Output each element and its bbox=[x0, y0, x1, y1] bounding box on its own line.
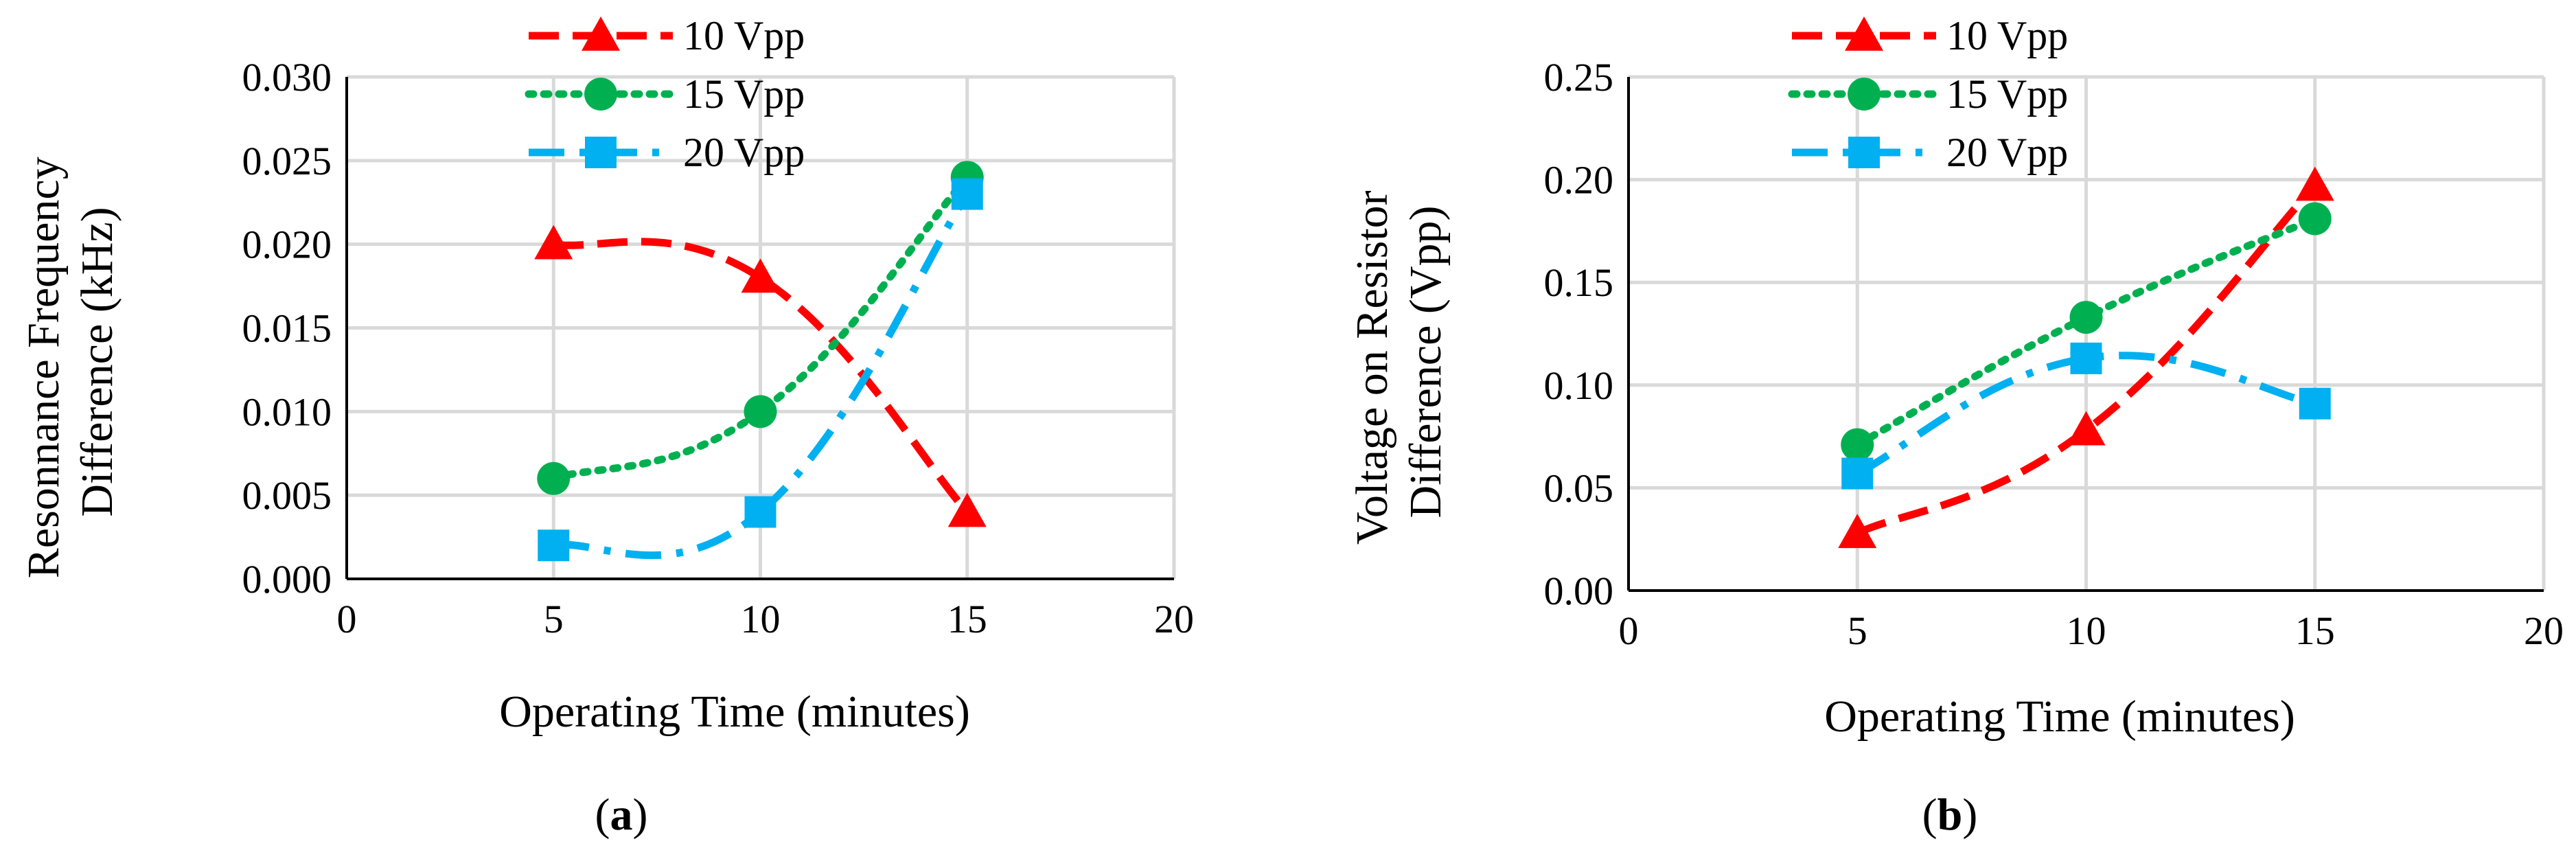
chart-b-y-tick-label: 0.05 bbox=[1544, 466, 1614, 510]
chart-b-series-20-vpp bbox=[1841, 342, 2331, 490]
chart-b-y-axis-title-line-2: Difference (Vpp) bbox=[1401, 205, 1451, 518]
chart-b-x-axis-title: Operating Time (minutes) bbox=[1824, 692, 2295, 742]
chart-b-series-20-vpp-point bbox=[2299, 387, 2331, 420]
chart-b-series-10-vpp-line bbox=[1855, 183, 2318, 537]
chart-b-x-tick-label: 0 bbox=[1619, 608, 1639, 653]
chart-a-legend-label-10-vpp: 10 Vpp bbox=[683, 13, 805, 58]
chart-b-legend-item-10-vpp: 10 Vpp bbox=[1792, 13, 2068, 58]
chart-a-panel-label-close: ) bbox=[633, 790, 648, 840]
chart-b-legend-label-20-vpp: 20 Vpp bbox=[1946, 130, 2068, 175]
chart-a-y-axis-title-line-1: Resonnance Frequency bbox=[19, 157, 69, 578]
chart-a-y-tick-label: 0.010 bbox=[242, 389, 332, 434]
chart-a-legend-item-10-vpp: 10 Vpp bbox=[529, 13, 805, 58]
chart-b-legend-item-15-vpp: 15 Vpp bbox=[1788, 71, 2068, 117]
chart-a-grid bbox=[347, 75, 1176, 579]
chart-b-x-tick-label: 20 bbox=[2524, 608, 2564, 653]
chart-b-y-tick-label: 0.10 bbox=[1544, 363, 1614, 408]
chart-a-panel-label-open: ( bbox=[595, 790, 610, 840]
chart-a-series-20-vpp bbox=[538, 178, 983, 562]
chart-a-panel-label: (a) bbox=[595, 790, 648, 840]
chart-a-panel-label-letter: a bbox=[610, 790, 633, 840]
chart-b-tick-labels: 0.00 0.05 0.10 0.15 0.20 0.25 0 5 10 15 20 bbox=[1544, 55, 2564, 653]
chart-b-series-15-vpp-point bbox=[1841, 428, 1874, 461]
chart-a-y-tick-label: 0.015 bbox=[242, 306, 332, 351]
chart-b-legend-item-20-vpp: 20 Vpp bbox=[1792, 130, 2068, 175]
chart-b-x-tick-label: 5 bbox=[1848, 608, 1867, 653]
chart-a-legend-marker-20-vpp bbox=[585, 137, 617, 168]
chart-panel-a: 0.000 0.005 0.010 0.015 0.020 0.025 0.030 0 5 10 1… bbox=[19, 13, 1194, 840]
chart-a-series-10-vpp-point bbox=[534, 225, 573, 260]
chart-b-panel-label-open: ( bbox=[1922, 790, 1937, 840]
chart-b-series bbox=[1838, 166, 2334, 549]
chart-a-y-axis-title: Resonnance Frequency Difference (kHz) bbox=[19, 146, 122, 578]
chart-a-x-tick-label: 15 bbox=[947, 597, 987, 641]
chart-b-y-tick-label: 0.15 bbox=[1544, 260, 1614, 305]
chart-a-tick-labels: 0.000 0.005 0.010 0.015 0.020 0.025 0.030 0 5 10 1… bbox=[242, 55, 1195, 641]
chart-a-y-tick-label: 0.020 bbox=[242, 222, 332, 267]
chart-a-series-20-vpp-point bbox=[744, 496, 777, 528]
chart-a-series bbox=[534, 161, 987, 562]
chart-b-series-10-vpp-point bbox=[1838, 514, 1877, 549]
chart-a-x-tick-label: 5 bbox=[544, 597, 564, 641]
chart-panel-b: 0.00 0.05 0.10 0.15 0.20 0.25 0 5 10 15 20 Operati… bbox=[1347, 13, 2564, 840]
chart-a-series-10-vpp bbox=[534, 225, 987, 527]
chart-b-panel-label-close: ) bbox=[1962, 790, 1977, 840]
chart-a-x-tick-label: 10 bbox=[741, 597, 781, 641]
chart-b-grid bbox=[1629, 75, 2546, 591]
chart-b-series-10-vpp-point bbox=[2295, 166, 2334, 201]
chart-b-legend-label-15-vpp: 15 Vpp bbox=[1946, 71, 2068, 117]
chart-b-legend-marker-15-vpp bbox=[1848, 78, 1881, 111]
chart-b-x-tick-label: 15 bbox=[2295, 608, 2335, 653]
chart-b-legend-marker-10-vpp bbox=[1845, 16, 1883, 51]
chart-b-x-tick-label: 10 bbox=[2067, 608, 2106, 653]
chart-a-legend: 10 Vpp 15 Vpp 20 Vpp bbox=[525, 13, 805, 175]
chart-a-legend-label-20-vpp: 20 Vpp bbox=[683, 130, 805, 175]
chart-b-y-tick-label: 0.25 bbox=[1544, 55, 1614, 100]
chart-b-series-10-vpp-point bbox=[2067, 411, 2106, 446]
chart-b-axes bbox=[1627, 77, 2544, 592]
chart-b-y-axis-title: Voltage on Resistor Difference (Vpp) bbox=[1347, 179, 1451, 545]
chart-b-series-15-vpp-point bbox=[2298, 202, 2332, 236]
chart-b-y-axis-title-line-1: Voltage on Resistor bbox=[1347, 190, 1397, 545]
chart-a-y-tick-label: 0.005 bbox=[242, 473, 332, 518]
chart-b-y-tick-label: 0.00 bbox=[1544, 569, 1614, 613]
chart-b-legend: 10 Vpp 15 Vpp 20 Vpp bbox=[1788, 13, 2068, 175]
chart-a-series-20-vpp-point bbox=[951, 178, 983, 210]
chart-a-series-15-vpp-point bbox=[537, 461, 571, 495]
chart-a-legend-marker-10-vpp bbox=[582, 16, 620, 51]
chart-b-series-20-vpp-point bbox=[1841, 457, 1874, 490]
chart-a-x-tick-label: 0 bbox=[337, 597, 357, 641]
chart-a-axes bbox=[345, 77, 1174, 580]
chart-a-series-10-vpp-point bbox=[741, 258, 780, 293]
chart-a-legend-item-20-vpp: 20 Vpp bbox=[529, 130, 805, 175]
chart-b-panel-label-letter: b bbox=[1937, 790, 1963, 840]
chart-b-series-20-vpp-point bbox=[2070, 342, 2102, 374]
chart-b-legend-marker-20-vpp bbox=[1848, 137, 1880, 168]
chart-a-series-10-vpp-point bbox=[947, 492, 987, 527]
chart-b-series-15-vpp bbox=[1841, 202, 2332, 461]
chart-b-series-10-vpp bbox=[1838, 166, 2334, 549]
chart-a-series-20-vpp-point bbox=[538, 529, 570, 562]
chart-b-series-15-vpp-point bbox=[2069, 301, 2103, 334]
chart-a-y-axis-title-line-2: Difference (kHz) bbox=[72, 207, 122, 516]
chart-b-legend-label-10-vpp: 10 Vpp bbox=[1946, 13, 2068, 58]
chart-a-legend-marker-15-vpp bbox=[584, 78, 617, 111]
chart-a-x-axis-title: Operating Time (minutes) bbox=[499, 687, 970, 737]
chart-a-y-tick-label: 0.025 bbox=[242, 139, 332, 183]
chart-a-y-tick-label: 0.000 bbox=[242, 557, 332, 602]
chart-a-x-tick-label: 20 bbox=[1154, 597, 1194, 641]
chart-a-legend-item-15-vpp: 15 Vpp bbox=[525, 71, 805, 117]
chart-a-series-15-vpp-point bbox=[744, 395, 777, 428]
chart-a-legend-label-15-vpp: 15 Vpp bbox=[683, 71, 805, 117]
chart-b-y-tick-label: 0.20 bbox=[1544, 158, 1614, 203]
chart-a-y-tick-label: 0.030 bbox=[242, 55, 332, 100]
chart-b-panel-label: (b) bbox=[1922, 790, 1978, 840]
